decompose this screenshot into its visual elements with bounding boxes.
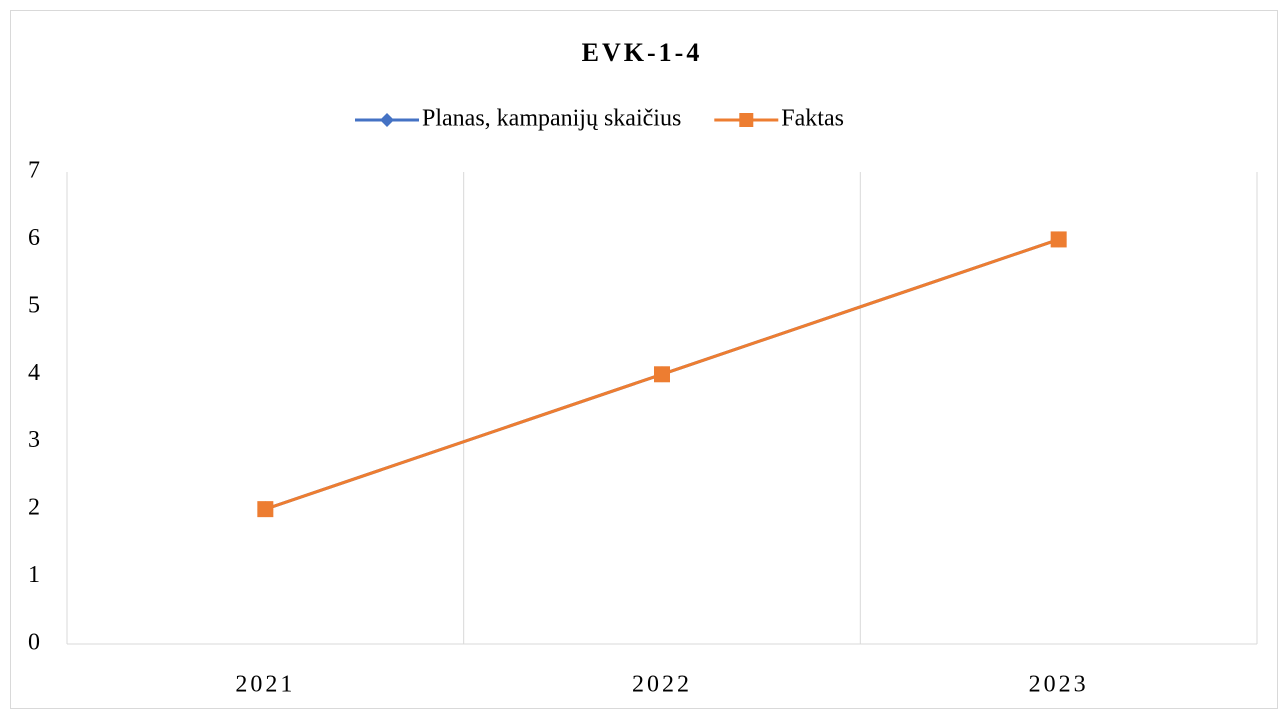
- y-tick-label: 5: [28, 292, 40, 318]
- legend-marker: [739, 113, 754, 127]
- x-tick-label: 2023: [1029, 672, 1089, 698]
- x-tick-label: 2021: [235, 672, 295, 698]
- point: [1050, 231, 1067, 248]
- y-tick-label: 2: [28, 495, 40, 521]
- legend-label: Planas, kampanijų skaičius: [422, 106, 681, 132]
- legend-label: Faktas: [781, 106, 844, 132]
- y-tick-label: 3: [28, 427, 40, 453]
- y-tick-label: 4: [28, 360, 40, 386]
- y-tick-label: 7: [28, 158, 40, 184]
- y-tick-label: 6: [28, 225, 40, 251]
- legend-marker: [380, 113, 394, 127]
- chart-title: EVK-1-4: [582, 38, 703, 67]
- chart-border: [10, 10, 1278, 709]
- y-tick-label: 0: [28, 630, 40, 656]
- x-tick-label: 2022: [632, 672, 692, 698]
- point: [654, 366, 670, 383]
- point: [257, 501, 274, 518]
- y-tick-label: 1: [28, 562, 40, 588]
